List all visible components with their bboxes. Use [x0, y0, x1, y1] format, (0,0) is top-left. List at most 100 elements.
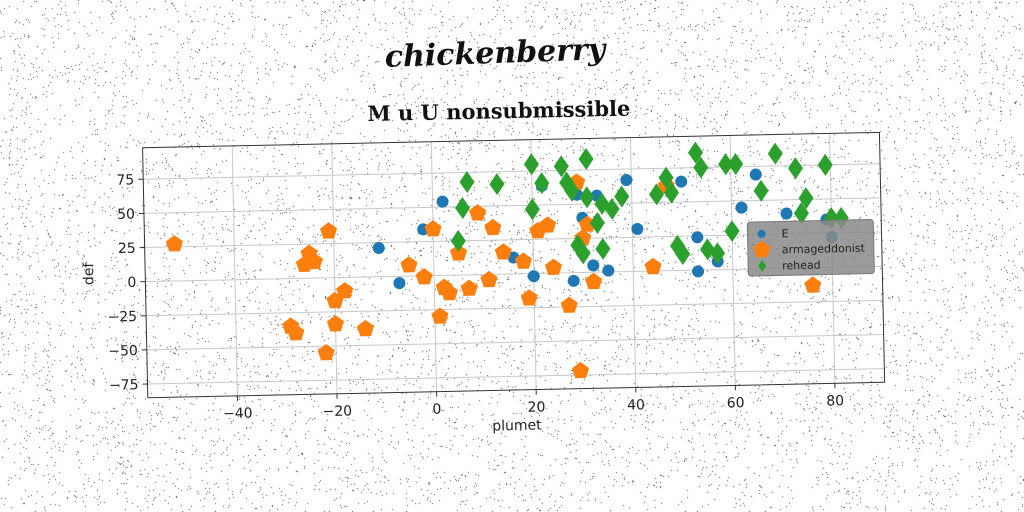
- data-point: [663, 181, 679, 204]
- data-point: [514, 252, 532, 269]
- data-point: [620, 173, 633, 186]
- data-point: [675, 242, 691, 265]
- x-grid-line: [530, 139, 537, 390]
- chart-root: M u U nonsubmissible −40 −20 0 20 40 60 80 −75…: [81, 96, 886, 435]
- data-point: [400, 256, 418, 273]
- data-point: [675, 175, 688, 188]
- data-point: [793, 202, 809, 225]
- y-tick-label: −75: [109, 377, 139, 394]
- x-tick-label: 20: [527, 399, 545, 415]
- x-tick-label: 80: [826, 393, 844, 409]
- data-point: [524, 198, 540, 221]
- data-point: [459, 170, 475, 193]
- data-point: [372, 242, 385, 255]
- data-point: [604, 197, 620, 220]
- data-point: [602, 264, 615, 277]
- data-point: [305, 252, 323, 270]
- data-point: [579, 186, 595, 209]
- y-axis-label: def: [81, 261, 97, 285]
- y-tick-label: 75: [116, 172, 134, 188]
- data-point: [631, 222, 644, 235]
- data-point: [724, 220, 740, 243]
- data-point: [614, 185, 630, 208]
- data-point: [560, 296, 578, 313]
- data-point: [494, 243, 512, 260]
- x-grid-line: [231, 145, 238, 396]
- data-point: [780, 207, 793, 220]
- data-point: [317, 343, 335, 361]
- data-point: [336, 282, 354, 299]
- x-tick-label: −20: [322, 403, 352, 420]
- x-grid-line: [331, 143, 338, 394]
- data-point: [575, 242, 591, 265]
- data-point: [693, 156, 709, 179]
- data-point: [817, 153, 833, 176]
- legend-marker: [757, 229, 766, 238]
- data-point: [544, 258, 563, 276]
- data-point: [449, 244, 468, 261]
- data-point: [728, 153, 744, 176]
- data-point: [798, 187, 814, 210]
- x-grid-line: [629, 137, 637, 388]
- data-point: [460, 279, 478, 296]
- x-grid-line: [729, 135, 736, 386]
- data-point: [440, 283, 458, 301]
- legend-label: armageddonist: [782, 242, 866, 257]
- data-point: [480, 270, 498, 288]
- data-point: [320, 222, 338, 239]
- data-point: [692, 265, 705, 278]
- data-point: [484, 218, 502, 236]
- series-rehead: [450, 141, 849, 265]
- data-point: [567, 274, 580, 287]
- x-axis-label: plumet: [492, 417, 542, 434]
- data-point: [595, 237, 611, 260]
- data-point: [326, 315, 345, 332]
- y-tick-label: −50: [108, 343, 138, 360]
- plot-frame: [142, 131, 886, 399]
- data-point: [553, 155, 569, 178]
- data-point: [436, 195, 449, 208]
- data-point: [165, 235, 183, 252]
- data-point: [718, 153, 734, 176]
- y-tick-label: 0: [127, 275, 136, 291]
- data-point: [415, 268, 433, 285]
- data-point: [753, 179, 769, 202]
- data-point: [469, 204, 487, 221]
- legend-label: rehead: [782, 259, 821, 273]
- data-point: [431, 307, 449, 324]
- chart-title: M u U nonsubmissible: [367, 96, 630, 127]
- data-point: [424, 220, 442, 237]
- data-point: [523, 153, 539, 176]
- data-point: [749, 168, 762, 181]
- data-point: [578, 215, 597, 232]
- data-point: [450, 229, 466, 252]
- x-tick-label: 40: [627, 397, 645, 413]
- x-axis-ticks: −40 −20 0 20 40 60 80: [223, 383, 844, 423]
- x-tick-label: 0: [432, 402, 441, 418]
- data-point: [804, 276, 822, 293]
- data-point: [455, 197, 471, 220]
- y-grid-line: [143, 197, 881, 214]
- data-point: [649, 183, 665, 206]
- data-point: [527, 270, 540, 283]
- x-tick-label: −40: [223, 406, 253, 423]
- data-point: [578, 147, 594, 170]
- data-point: [585, 272, 603, 290]
- y-grid-line: [147, 368, 885, 385]
- data-point: [691, 231, 704, 244]
- data-points: [165, 141, 849, 379]
- data-point: [489, 173, 505, 196]
- y-tick-label: 25: [118, 241, 136, 257]
- data-point: [539, 216, 557, 233]
- data-point: [393, 277, 406, 290]
- x-grid-line: [430, 141, 438, 392]
- data-point: [287, 324, 305, 341]
- data-point: [658, 166, 674, 189]
- legend-label: E: [781, 227, 788, 240]
- y-grid-line: [143, 163, 881, 180]
- y-grid-line: [146, 299, 883, 317]
- data-point: [534, 172, 550, 195]
- data-point: [644, 257, 662, 275]
